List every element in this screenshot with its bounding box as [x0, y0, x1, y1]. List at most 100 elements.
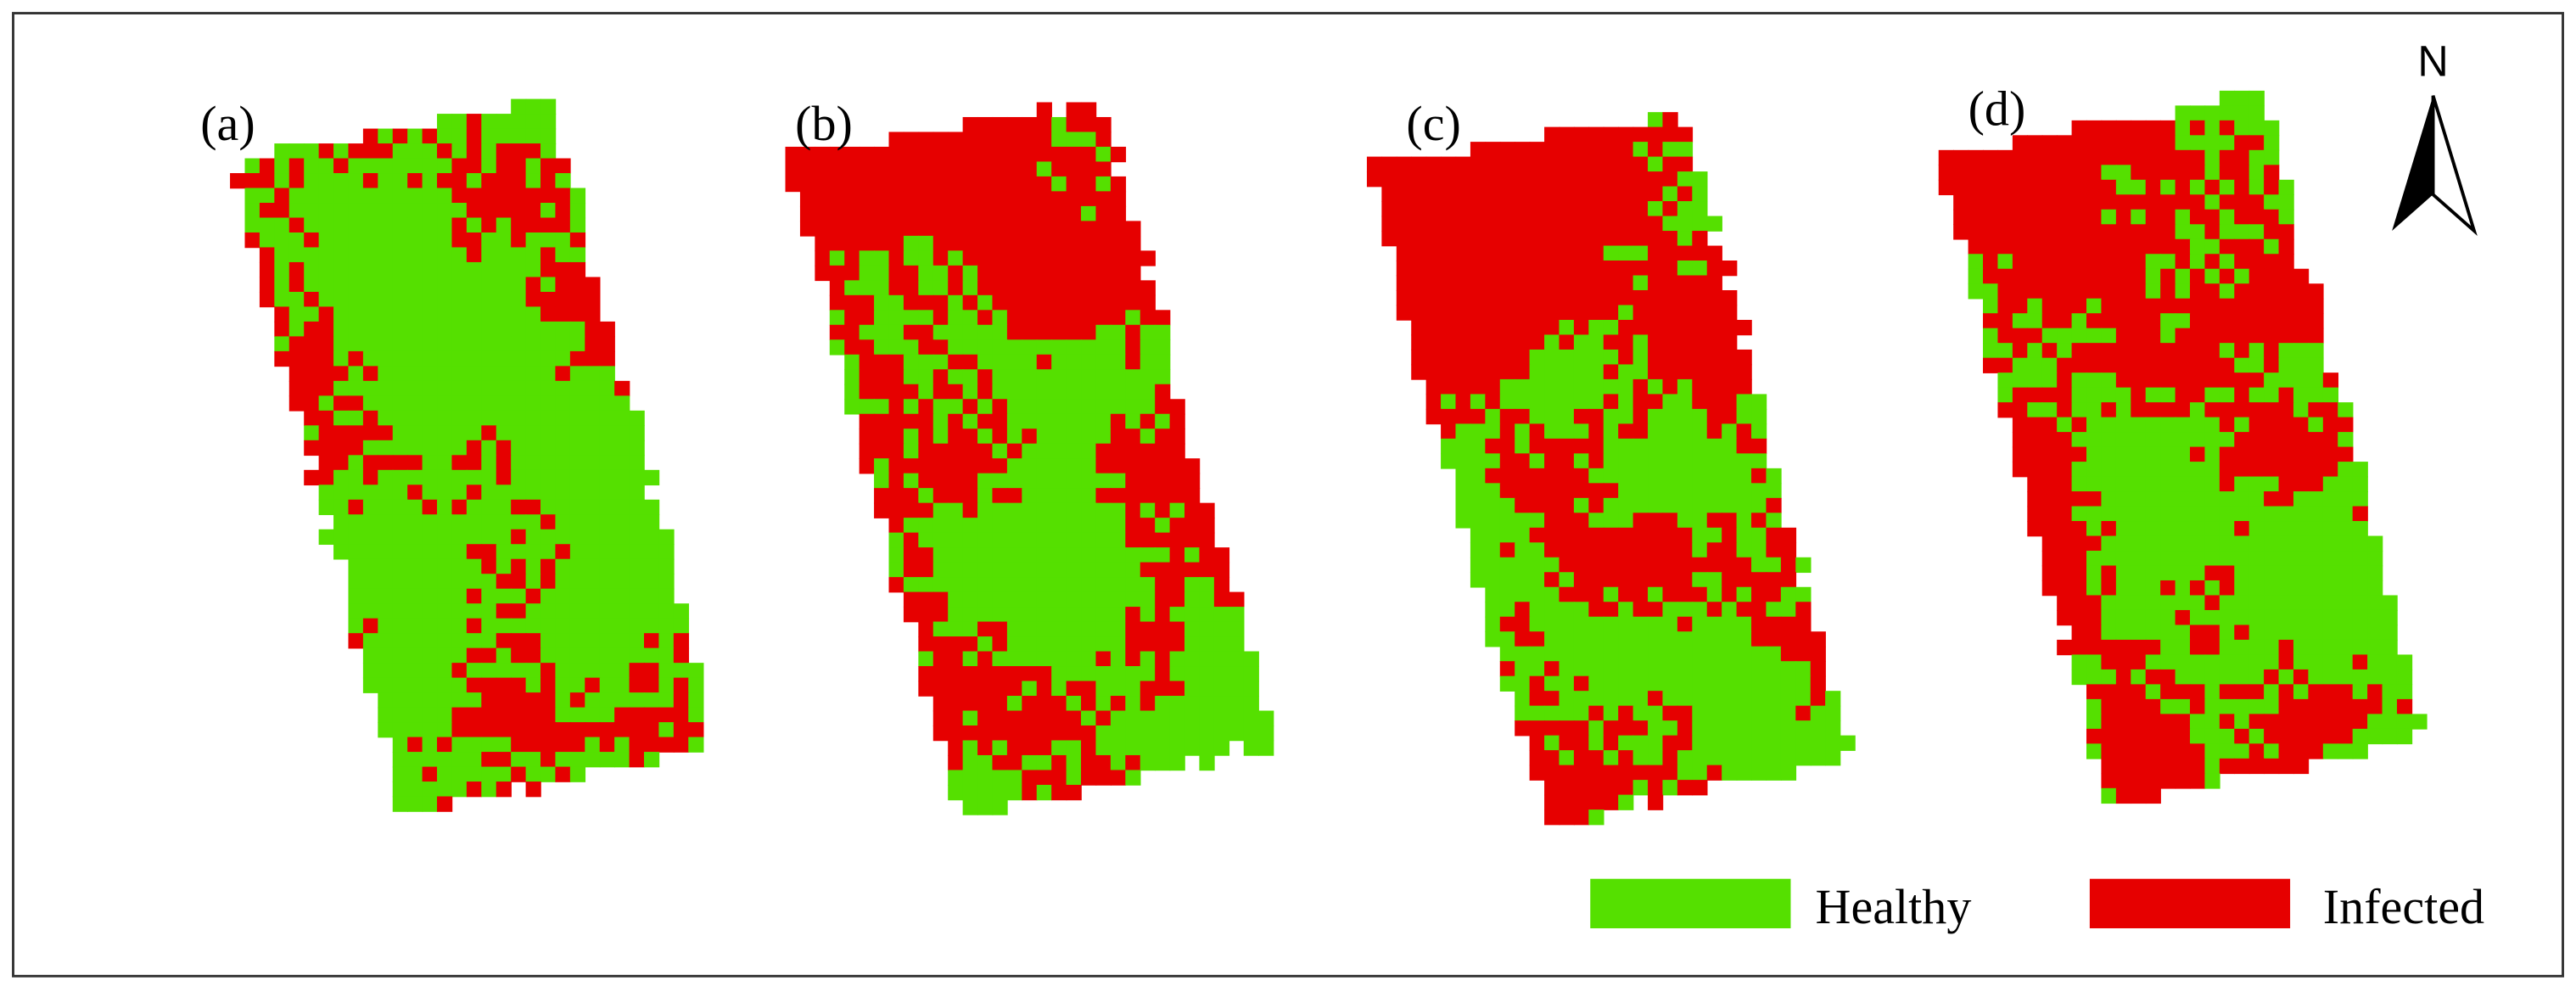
cell — [2189, 535, 2206, 552]
cell — [1648, 438, 1664, 455]
cell — [511, 291, 527, 308]
cell — [2189, 387, 2206, 403]
cell — [1006, 562, 1023, 578]
cell — [1169, 443, 1185, 459]
cell — [392, 707, 408, 723]
cell — [1603, 661, 1619, 677]
cell — [1766, 661, 1782, 677]
cell — [2189, 432, 2206, 448]
cell — [2012, 149, 2029, 166]
cell — [2322, 669, 2339, 686]
cell — [2041, 417, 2058, 433]
cell — [496, 603, 512, 619]
cell — [1470, 542, 1487, 558]
cell — [2322, 654, 2339, 670]
cell — [1573, 305, 1590, 321]
cell — [658, 692, 675, 709]
cell — [1184, 591, 1201, 608]
cell — [1573, 572, 1590, 588]
cell — [2131, 535, 2147, 552]
cell — [1485, 349, 1501, 366]
cell — [1066, 191, 1082, 207]
cell — [948, 547, 964, 563]
cell — [2352, 698, 2368, 715]
cell — [1588, 810, 1604, 826]
cell — [2338, 580, 2354, 597]
cell — [1573, 646, 1590, 662]
cell — [1213, 636, 1230, 653]
cell — [1559, 810, 1575, 826]
cell — [1051, 310, 1067, 326]
cell — [1470, 497, 1487, 514]
cell — [437, 782, 453, 798]
cell — [348, 633, 364, 649]
cell — [2234, 609, 2250, 626]
cell — [1485, 334, 1501, 350]
cell — [948, 429, 964, 445]
cell — [1544, 810, 1560, 826]
cell — [362, 410, 379, 427]
cell — [903, 280, 920, 296]
cell — [437, 707, 453, 723]
cell — [1662, 468, 1678, 485]
cell — [932, 132, 949, 148]
cell — [1155, 413, 1171, 429]
cell — [599, 440, 615, 457]
cell — [1036, 562, 1052, 578]
cell — [1968, 254, 1984, 270]
cell — [977, 399, 994, 415]
cell — [1677, 275, 1694, 291]
cell — [481, 529, 497, 546]
cell — [2175, 194, 2191, 210]
cell — [481, 737, 497, 753]
cell — [1648, 394, 1664, 410]
cell — [977, 799, 994, 815]
cell — [859, 205, 875, 222]
cell — [673, 722, 690, 738]
cell — [1706, 691, 1722, 707]
cell — [466, 455, 483, 471]
cell — [1258, 740, 1274, 756]
cell — [1081, 502, 1097, 518]
cell — [1573, 156, 1590, 172]
cell — [1499, 468, 1515, 485]
cell — [451, 336, 468, 352]
cell — [1780, 691, 1797, 707]
cell — [525, 544, 541, 560]
cell — [1692, 602, 1708, 618]
cell — [333, 529, 350, 546]
cell — [1110, 265, 1127, 282]
cell — [496, 247, 512, 263]
cell — [2293, 357, 2310, 373]
cell — [1632, 423, 1649, 440]
cell — [407, 425, 423, 441]
cell — [932, 488, 949, 504]
cell — [874, 265, 890, 282]
cell — [1095, 235, 1112, 252]
cell — [540, 247, 557, 263]
cell — [2264, 343, 2280, 359]
cell — [378, 588, 394, 604]
cell — [1140, 488, 1156, 504]
cell — [2160, 743, 2176, 759]
cell — [962, 413, 978, 429]
cell — [932, 502, 949, 518]
cell — [2160, 313, 2176, 329]
cell — [2175, 209, 2191, 226]
cell — [815, 221, 831, 237]
cell — [2278, 238, 2294, 255]
cell — [2234, 521, 2250, 537]
cell — [903, 473, 920, 489]
cell — [451, 514, 468, 530]
cell — [629, 633, 645, 649]
cell — [2234, 328, 2250, 344]
cell — [2189, 268, 2206, 284]
cell — [932, 339, 949, 356]
cell — [918, 310, 934, 326]
cell — [481, 588, 497, 604]
cell — [481, 410, 497, 427]
cell — [1125, 354, 1141, 371]
cell — [392, 188, 408, 204]
cell — [1095, 458, 1112, 474]
cell — [1036, 429, 1052, 445]
